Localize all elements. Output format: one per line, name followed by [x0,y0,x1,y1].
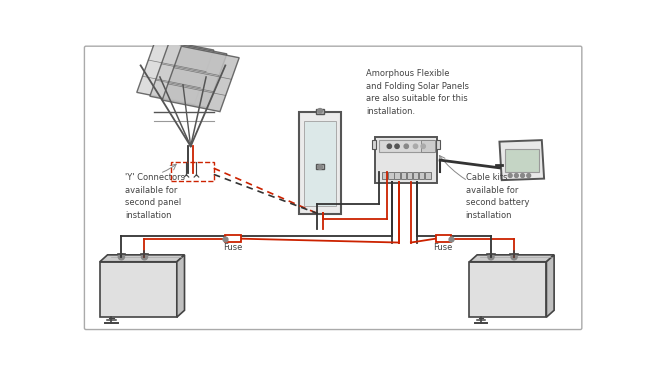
Circle shape [521,174,525,177]
Circle shape [488,254,494,260]
Circle shape [421,144,425,148]
Circle shape [404,144,408,148]
FancyBboxPatch shape [421,140,435,152]
Text: Cable kits
available for
second battery
installation: Cable kits available for second battery … [465,173,529,220]
Circle shape [318,165,322,169]
Text: Fuse: Fuse [434,243,453,252]
FancyBboxPatch shape [84,46,582,330]
FancyBboxPatch shape [316,164,324,169]
FancyBboxPatch shape [376,137,437,183]
Circle shape [511,254,517,260]
FancyBboxPatch shape [304,121,336,206]
Text: Amorphous Flexible
and Folding Solar Panels
are also suitable for this
installat: Amorphous Flexible and Folding Solar Pan… [366,69,469,116]
FancyBboxPatch shape [395,173,400,179]
Polygon shape [469,255,554,262]
FancyBboxPatch shape [388,173,393,179]
Circle shape [508,174,512,177]
Text: 'Y' Connectors
available for
second panel
installation: 'Y' Connectors available for second pane… [125,173,185,220]
Polygon shape [469,262,547,317]
FancyBboxPatch shape [436,235,451,242]
FancyBboxPatch shape [413,173,418,179]
Circle shape [318,109,322,113]
Polygon shape [547,255,554,317]
Circle shape [395,144,399,148]
FancyBboxPatch shape [436,140,440,150]
Polygon shape [499,140,544,180]
Polygon shape [100,262,177,317]
Circle shape [413,144,418,148]
FancyBboxPatch shape [378,140,434,153]
FancyBboxPatch shape [400,173,406,179]
FancyBboxPatch shape [505,150,539,173]
Text: Fuse: Fuse [224,243,242,252]
FancyBboxPatch shape [226,235,240,242]
Polygon shape [136,38,214,104]
Circle shape [118,254,124,260]
Circle shape [526,174,530,177]
FancyBboxPatch shape [299,112,341,214]
Circle shape [387,144,391,148]
Polygon shape [150,42,227,108]
FancyBboxPatch shape [425,173,430,179]
FancyBboxPatch shape [407,173,412,179]
FancyBboxPatch shape [382,173,387,179]
Circle shape [514,174,518,177]
Polygon shape [100,255,185,262]
Circle shape [142,254,148,260]
FancyBboxPatch shape [372,140,376,150]
Polygon shape [162,46,239,112]
FancyBboxPatch shape [419,173,424,179]
FancyBboxPatch shape [316,109,324,114]
Polygon shape [177,255,185,317]
